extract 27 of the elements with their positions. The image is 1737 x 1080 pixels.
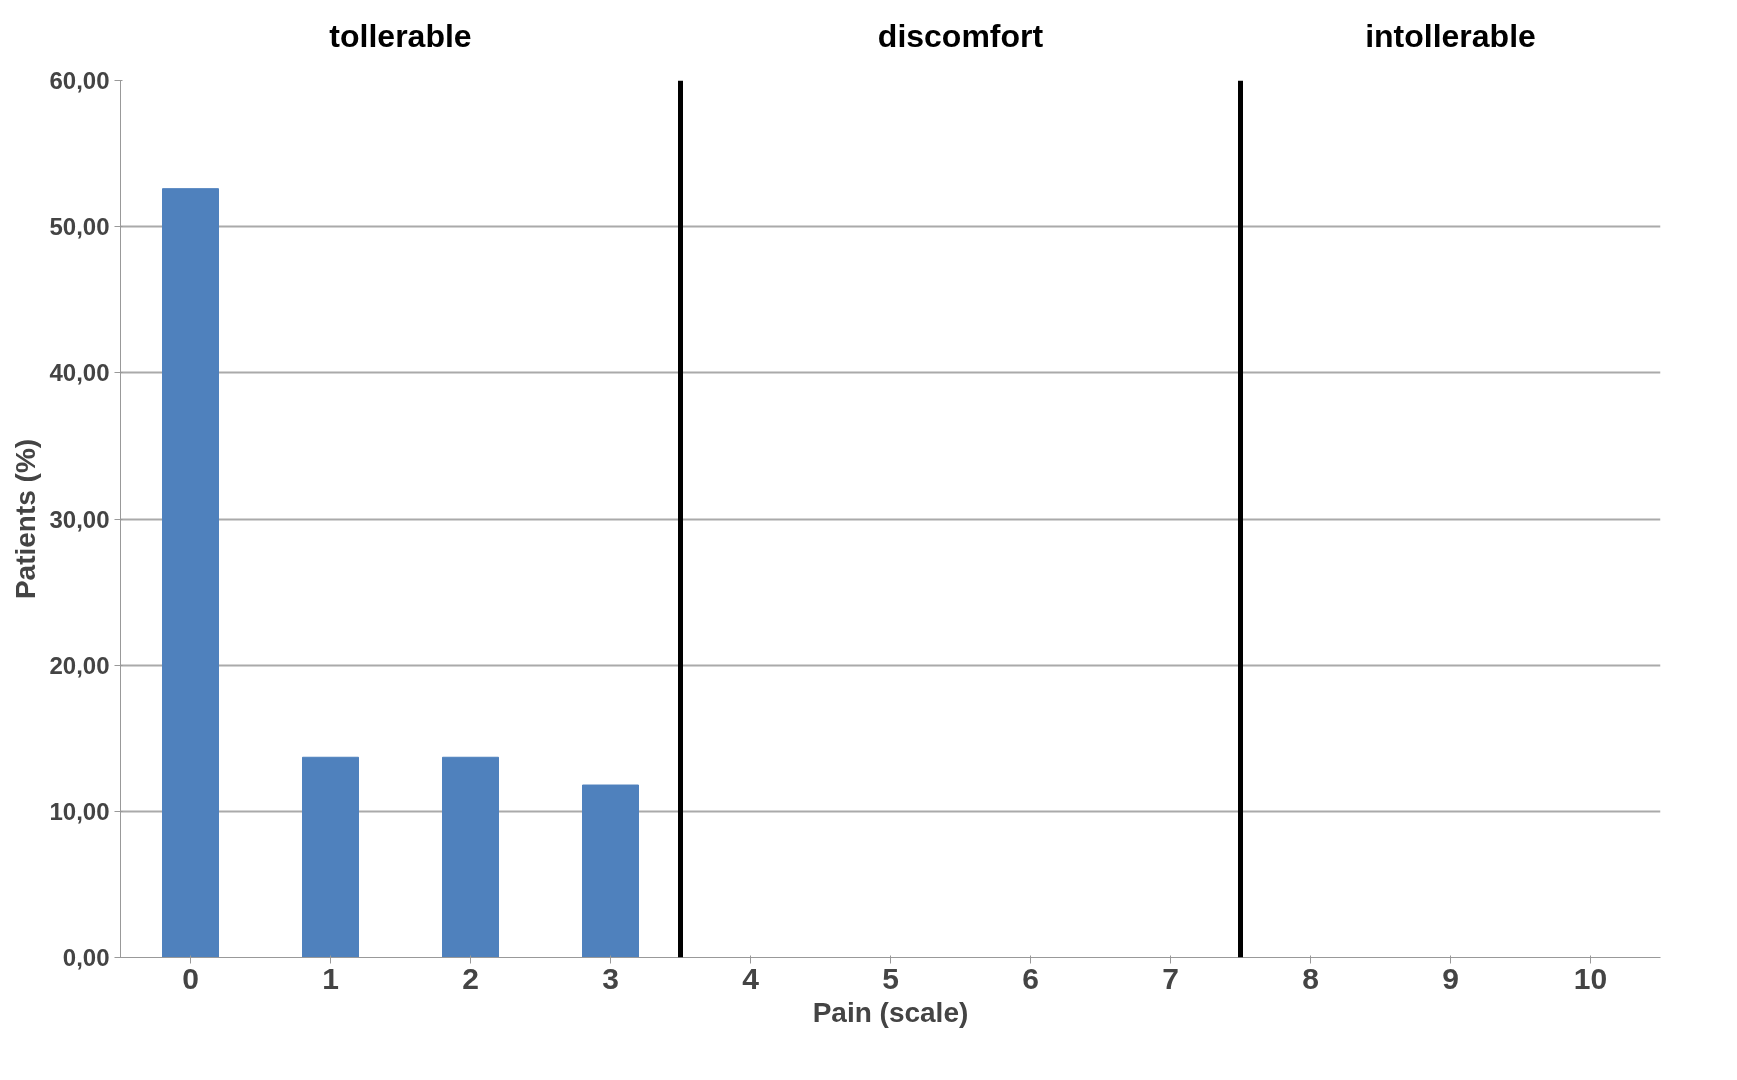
x-tick-label: 10 <box>1573 961 1608 995</box>
bar <box>582 784 639 958</box>
x-tick-label: 6 <box>1022 961 1039 995</box>
y-axis-title: Patients (%) <box>10 438 42 600</box>
y-tick-label: 0,00 <box>62 944 110 971</box>
x-tick-label: 1 <box>322 961 339 995</box>
y-tick-label: 30,00 <box>49 505 110 533</box>
x-axis-title: Pain (scale) <box>812 996 969 1028</box>
x-tick-label: 3 <box>602 961 619 995</box>
x-tick-label: 8 <box>1302 961 1319 995</box>
text: tollerable <box>329 17 472 54</box>
x-tick-label: 7 <box>1162 961 1179 995</box>
bar <box>302 756 359 958</box>
x-tick-label: 4 <box>742 961 760 995</box>
text: discomfort <box>877 17 1044 54</box>
text: intollerable <box>1365 17 1536 54</box>
y-tick-label: 20,00 <box>49 651 110 679</box>
y-tick-label: 40,00 <box>49 359 110 387</box>
x-tick-label: 2 <box>462 961 479 995</box>
x-tick-label: 5 <box>882 961 899 995</box>
bar <box>162 188 219 958</box>
x-tick-label: 0 <box>182 961 199 995</box>
x-tick-label: 9 <box>1442 961 1459 995</box>
bar <box>442 756 499 958</box>
y-tick-label: 60,00 <box>49 67 110 94</box>
y-tick-label: 50,00 <box>49 213 110 241</box>
y-tick-label: 10,00 <box>49 797 110 825</box>
